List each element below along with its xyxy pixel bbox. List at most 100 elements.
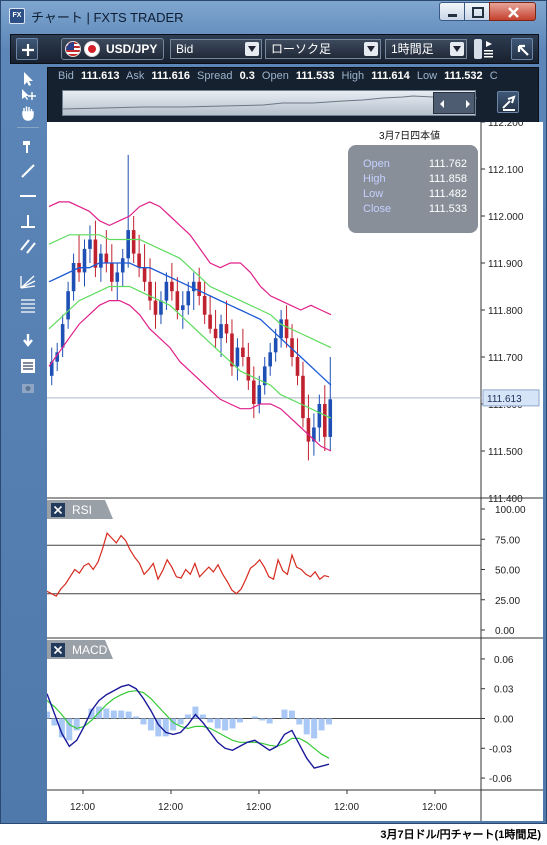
chart-type-select[interactable]: ローソク足 (265, 39, 381, 59)
candle-body (224, 324, 229, 334)
hand-pan-icon[interactable] (17, 104, 39, 122)
bollinger-upper-line (48, 201, 332, 316)
price-axis-label: 111.900 (488, 259, 523, 270)
rsi-axis-label: 0.00 (495, 626, 515, 637)
candle-body (99, 253, 103, 268)
crosshair-cursor-icon[interactable] (17, 87, 39, 105)
candle-body (262, 366, 267, 386)
macd-histogram-bar (51, 718, 58, 726)
candle-body (110, 263, 114, 282)
vertical-line-icon[interactable] (17, 212, 39, 230)
jp-flag-icon (84, 41, 100, 57)
timeframe-select[interactable]: 1時間足 (385, 39, 467, 59)
spread-value: 0.3 (239, 70, 255, 82)
toolbar-scroll-handle[interactable] (474, 39, 482, 59)
high-label: High (341, 70, 365, 82)
rsi-line (46, 532, 330, 597)
menu-icon[interactable] (481, 38, 495, 60)
candle-body (49, 361, 54, 376)
download-arrow-icon[interactable] (17, 332, 39, 350)
ohlc-row-close: Close 111.533 (363, 203, 467, 215)
settings-list-icon[interactable] (17, 357, 39, 375)
candle-body (131, 230, 136, 254)
macd-histogram-bar (133, 716, 140, 719)
fibonacci-icon[interactable] (17, 297, 39, 315)
hammer-tool-icon[interactable] (17, 137, 39, 155)
macd-histogram-bar (58, 718, 65, 738)
candle-body (306, 418, 311, 442)
candle-body (186, 291, 191, 306)
macd-histogram-bar (73, 718, 80, 731)
candle-body (317, 404, 322, 428)
candle-body (290, 338, 294, 357)
macd-histogram-bar (125, 711, 132, 719)
window-title: チャート | FXTS TRADER (31, 10, 184, 25)
macd-histogram-bar (177, 718, 184, 725)
time-axis-label: 12:00 (158, 802, 183, 813)
candle-body (219, 324, 223, 339)
chart-area[interactable]: 112.200 112.100 112.000 111.900 111.800 111.7… (44, 118, 543, 821)
detach-window-button[interactable] (511, 38, 533, 60)
candle-body (153, 300, 158, 315)
bollinger-lower-line (48, 300, 332, 452)
macd-histogram-bar (66, 718, 73, 741)
chart-canvas[interactable]: 112.200 112.100 112.000 111.900 111.800 111.7… (44, 118, 543, 821)
ohlc-value: 111.762 (428, 158, 467, 170)
macd-histogram-bar (170, 718, 177, 731)
ask-value: 111.616 (151, 70, 190, 82)
chart-navigator[interactable] (62, 90, 477, 116)
macd-histogram-bar (147, 718, 154, 731)
close-icon-glyph (53, 505, 63, 515)
timeframe-value: 1時間足 (391, 42, 434, 56)
cursor-icon[interactable] (17, 70, 39, 88)
title-bar[interactable]: FX チャート | FXTS TRADER (1, 1, 546, 31)
low-value: 111.532 (444, 70, 483, 82)
macd-histogram-bar (222, 718, 229, 731)
trend-line-icon[interactable] (17, 162, 39, 180)
rsi-axis-label: 100.00 (495, 505, 526, 516)
candle-body (170, 281, 174, 292)
time-axis-label: 12:00 (70, 802, 95, 813)
scroll-to-latest-button[interactable] (497, 91, 519, 113)
macd-histogram-bar (155, 718, 162, 737)
candle-body (268, 352, 272, 367)
macd-histogram-bar (236, 718, 243, 723)
macd-histogram-bar (118, 710, 125, 719)
close-button[interactable] (489, 2, 536, 21)
chevron-down-icon (450, 42, 464, 56)
candle-body (120, 258, 125, 273)
ohlc-popup-title: 3月7日四本値 (379, 129, 440, 142)
macd-histogram-bar (296, 718, 303, 725)
high-value: 111.614 (371, 70, 410, 82)
minimize-button[interactable] (439, 2, 465, 21)
camera-icon[interactable] (17, 379, 39, 397)
candle-body (55, 352, 59, 362)
ohlc-value: 111.533 (428, 203, 467, 215)
horizontal-line-icon[interactable] (17, 187, 39, 205)
close-label: C (489, 70, 498, 82)
candle-body (295, 357, 300, 376)
chart-toolbar: USD/JPY Bid ローソク足 1時間足 (10, 34, 539, 64)
candle-body (246, 357, 251, 381)
candle-body (230, 333, 234, 367)
macd-signal-line (46, 690, 330, 759)
candle-body (148, 281, 152, 301)
symbol-button[interactable]: USD/JPY (61, 38, 164, 60)
parallel-channel-icon[interactable] (17, 237, 39, 255)
quote-row: Bid 111.613 Ask 111.616 Spread 0.3 Open … (58, 70, 502, 82)
spread-label: Spread (197, 70, 233, 82)
candle-body (323, 404, 327, 437)
navigator-window[interactable] (433, 92, 475, 114)
ask-label: Ask (125, 70, 145, 82)
rsi-axis-label: 50.00 (495, 566, 520, 577)
new-chart-button[interactable] (16, 38, 38, 60)
current-price-label: 111.613 (487, 394, 522, 405)
price-type-select[interactable]: Bid (170, 39, 262, 59)
maximize-button[interactable] (464, 2, 490, 21)
ohlc-label: Open (363, 158, 390, 170)
app-icon: FX (9, 8, 25, 24)
macd-line (46, 683, 330, 769)
fan-lines-icon[interactable] (17, 272, 39, 290)
candle-body (312, 427, 316, 442)
ohlc-label: High (363, 173, 386, 185)
